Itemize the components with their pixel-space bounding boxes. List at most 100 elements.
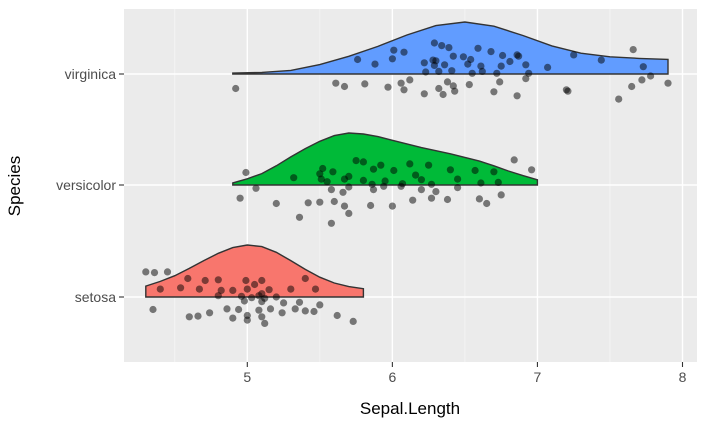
point-setosa	[149, 305, 157, 314]
point-versicolor	[454, 184, 462, 192]
point-setosa	[311, 285, 320, 293]
point-virginica	[361, 80, 369, 88]
point-setosa	[265, 286, 273, 294]
point-versicolor	[304, 199, 312, 207]
point-versicolor	[367, 201, 375, 210]
point-versicolor	[490, 168, 498, 176]
point-virginica	[465, 81, 473, 89]
point-virginica	[522, 61, 530, 69]
point-versicolor	[340, 202, 349, 210]
point-virginica	[597, 56, 605, 64]
x-axis-title: Sepal.Length	[360, 399, 460, 418]
point-virginica	[443, 78, 452, 86]
point-versicolor	[443, 195, 452, 204]
point-virginica	[430, 61, 438, 69]
point-versicolor	[252, 184, 260, 192]
point-versicolor	[417, 186, 425, 194]
point-virginica	[441, 61, 449, 69]
point-setosa	[333, 311, 341, 320]
point-virginica	[400, 86, 408, 94]
point-setosa	[278, 309, 286, 317]
point-virginica	[420, 59, 428, 67]
point-virginica	[464, 60, 472, 68]
point-setosa	[142, 268, 150, 276]
point-virginica	[371, 60, 379, 68]
point-setosa	[243, 316, 251, 324]
point-virginica	[496, 78, 504, 86]
point-setosa	[240, 297, 248, 305]
point-virginica	[493, 69, 501, 77]
point-virginica	[232, 84, 240, 93]
point-versicolor	[377, 161, 385, 169]
point-versicolor	[397, 182, 405, 190]
point-virginica	[388, 55, 396, 63]
point-virginica	[570, 51, 578, 59]
point-versicolor	[327, 219, 335, 227]
point-virginica	[628, 82, 636, 91]
point-versicolor	[369, 186, 378, 194]
point-versicolor	[390, 166, 398, 175]
point-virginica	[439, 90, 447, 99]
point-versicolor	[483, 199, 491, 208]
point-setosa	[150, 269, 159, 277]
point-virginica	[629, 46, 637, 54]
point-setosa	[214, 292, 222, 300]
point-versicolor	[497, 191, 505, 199]
x-tick-label: 7	[534, 369, 542, 385]
point-versicolor	[528, 166, 536, 174]
density-setosa	[145, 244, 365, 298]
point-virginica	[435, 67, 443, 75]
point-setosa	[258, 313, 266, 321]
point-versicolor	[388, 202, 396, 210]
point-versicolor	[432, 188, 440, 196]
point-setosa	[156, 285, 164, 293]
point-versicolor	[446, 166, 454, 174]
point-versicolor	[345, 209, 353, 217]
point-setosa	[266, 305, 275, 313]
point-virginica	[513, 92, 521, 100]
point-setosa	[258, 276, 266, 285]
point-versicolor	[352, 157, 360, 165]
point-versicolor	[417, 176, 425, 184]
point-versicolor	[345, 183, 353, 191]
point-setosa	[316, 301, 324, 309]
point-versicolor	[242, 168, 250, 177]
point-virginica	[384, 83, 392, 91]
point-versicolor	[409, 196, 417, 204]
point-virginica	[468, 69, 476, 77]
point-versicolor	[272, 199, 280, 208]
point-versicolor	[330, 197, 338, 206]
jitter-points	[142, 39, 672, 327]
point-setosa	[280, 299, 288, 307]
point-setosa	[258, 298, 266, 306]
point-versicolor	[412, 171, 420, 179]
y-axis-title: Species	[5, 156, 24, 216]
density-versicolor	[232, 132, 539, 186]
point-setosa	[301, 274, 309, 283]
point-versicolor	[475, 195, 483, 203]
point-versicolor	[494, 178, 502, 186]
point-setosa	[214, 276, 222, 284]
point-versicolor	[427, 194, 436, 202]
point-setosa	[206, 309, 214, 317]
point-virginica	[390, 46, 398, 54]
point-setosa	[201, 276, 209, 285]
point-versicolor	[477, 179, 485, 187]
y-axis: setosa versicolor virginica	[56, 66, 124, 305]
point-versicolor	[319, 164, 327, 173]
point-virginica	[449, 52, 457, 60]
point-setosa	[287, 285, 295, 293]
x-tick-label: 8	[679, 369, 687, 385]
point-virginica	[445, 44, 453, 52]
point-virginica	[647, 72, 655, 80]
point-versicolor	[510, 156, 518, 164]
point-setosa	[310, 307, 318, 316]
point-virginica	[490, 88, 498, 96]
point-virginica	[664, 79, 672, 87]
point-setosa	[223, 305, 231, 313]
point-virginica	[448, 67, 456, 75]
point-setosa	[163, 268, 172, 276]
x-tick-label: 5	[243, 369, 251, 385]
point-setosa	[349, 317, 357, 325]
point-setosa	[248, 294, 256, 302]
